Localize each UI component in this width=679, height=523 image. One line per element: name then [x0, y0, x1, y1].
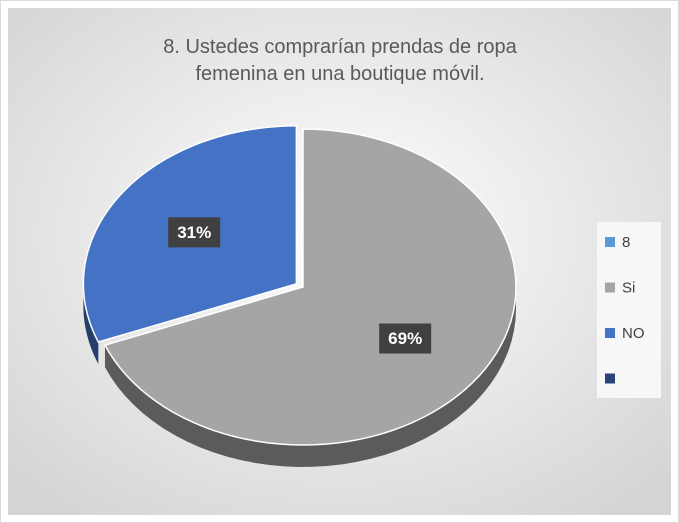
- data-label-box: [379, 323, 432, 354]
- data-label-box: [168, 217, 221, 248]
- legend-swatch: [605, 282, 615, 293]
- legend-swatch: [605, 237, 615, 247]
- legend-box: [597, 222, 661, 398]
- legend-swatch: [605, 328, 615, 338]
- legend-label: 8: [622, 234, 630, 251]
- pie-slice: [103, 128, 517, 446]
- data-label: 31%: [177, 223, 211, 242]
- data-label: 69%: [388, 329, 422, 348]
- slice-side: [83, 283, 99, 365]
- chart-title: 8. Ustedes comprarían prendas de ropa fem…: [163, 36, 517, 85]
- legend-label: NO: [622, 325, 645, 342]
- legend-swatch: [605, 373, 615, 384]
- legend-label: Si: [622, 279, 635, 296]
